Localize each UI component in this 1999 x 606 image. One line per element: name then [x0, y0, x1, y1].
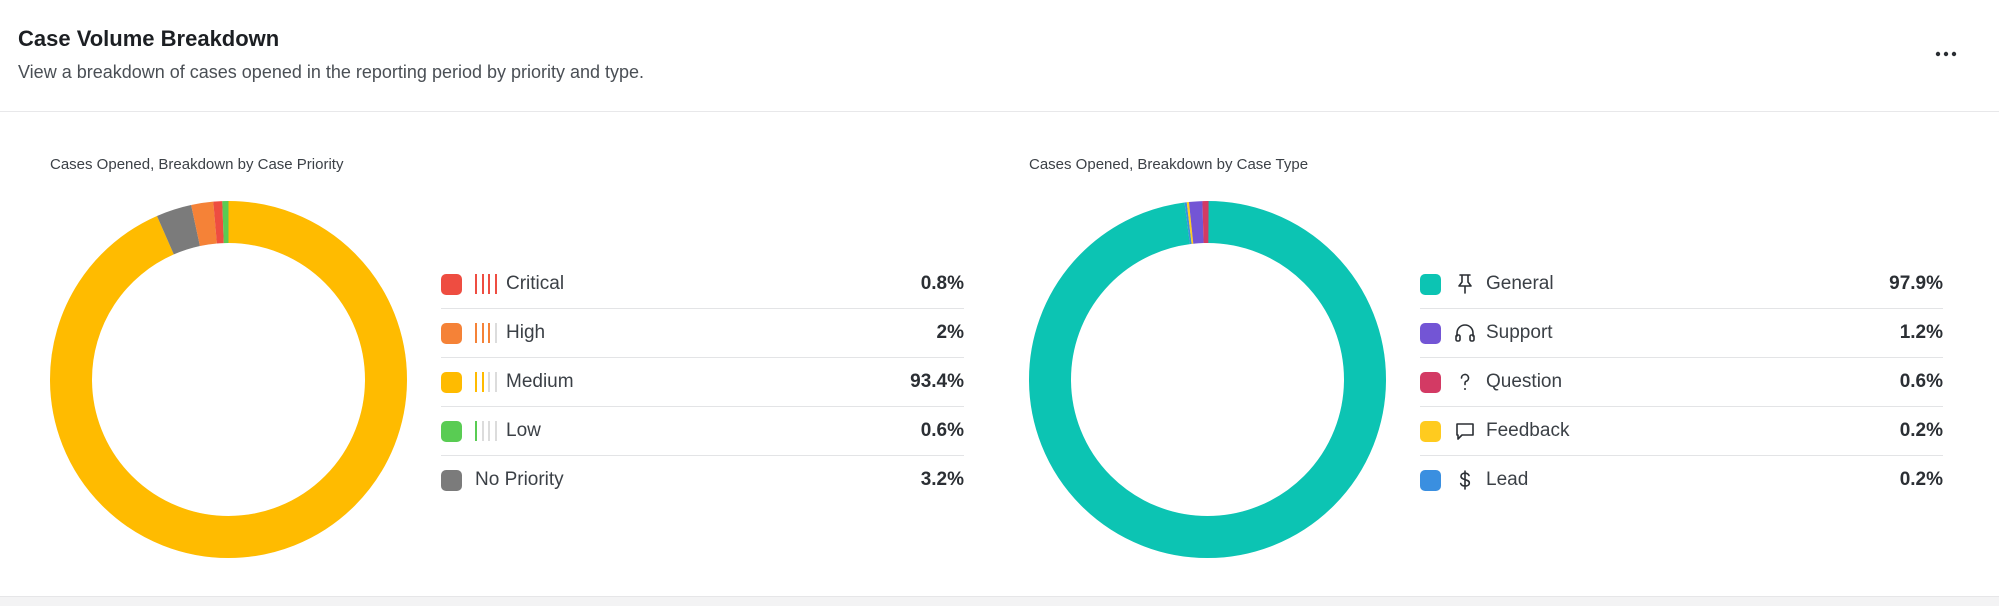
more-options-button[interactable] — [1928, 36, 1964, 72]
chart-title: Cases Opened, Breakdown by Case Priority — [50, 156, 344, 173]
legend-label: Question — [1486, 371, 1563, 392]
legend-item-low[interactable]: Low 0.6% — [441, 407, 964, 456]
priority-chart-panel: Cases Opened, Breakdown by Case Priority… — [0, 111, 999, 596]
legend-item-no-priority[interactable]: No Priority 3.2% — [441, 456, 964, 504]
legend-item-critical[interactable]: Critical 0.8% — [441, 260, 964, 309]
legend-swatch — [441, 371, 462, 393]
legend-value: 93.4% — [910, 371, 964, 392]
legend-item-question[interactable]: Question 0.6% — [1420, 358, 1943, 407]
donut-slice-general[interactable] — [1029, 201, 1386, 558]
legend-item-high[interactable]: High 2% — [441, 309, 964, 358]
priority-bars-icon — [475, 421, 497, 441]
card-title: Case Volume Breakdown — [18, 26, 280, 51]
legend-item-general[interactable]: General 97.9% — [1420, 260, 1943, 309]
legend-value: 0.2% — [1899, 469, 1943, 490]
legend-label: General — [1486, 273, 1554, 294]
legend-value: 0.2% — [1899, 420, 1943, 441]
card-subtitle: View a breakdown of cases opened in the … — [18, 62, 645, 82]
legend-label: Feedback — [1486, 420, 1570, 441]
headset-icon — [1453, 321, 1477, 345]
priority-bars-icon — [475, 323, 497, 343]
legend-value: 97.9% — [1889, 273, 1943, 294]
legend-swatch — [1420, 469, 1441, 491]
legend-value: 0.8% — [920, 273, 964, 294]
priority-bars-icon — [475, 372, 497, 392]
type-chart-panel: Cases Opened, Breakdown by Case Type Gen… — [999, 111, 1999, 596]
type-donut-chart — [1029, 201, 1386, 558]
legend-swatch — [441, 322, 462, 344]
legend-label: Support — [1486, 322, 1553, 343]
legend-value: 0.6% — [920, 420, 964, 441]
legend-swatch — [441, 469, 462, 491]
legend-label: Critical — [506, 273, 565, 294]
card-header: Case Volume Breakdown View a breakdown o… — [0, 0, 1999, 112]
speech-bubble-icon — [1453, 419, 1477, 443]
donut-slice-question[interactable] — [1029, 201, 1386, 558]
legend-label: No Priority — [475, 469, 564, 490]
legend-swatch — [441, 420, 462, 442]
chart-title: Cases Opened, Breakdown by Case Type — [1029, 156, 1309, 173]
dollar-icon — [1453, 468, 1477, 492]
legend-swatch — [1420, 420, 1441, 442]
legend-label: Low — [506, 420, 541, 441]
legend-swatch — [1420, 322, 1441, 344]
donut-slice-low[interactable] — [50, 201, 407, 558]
pin-icon — [1453, 272, 1477, 296]
priority-bars-icon — [475, 274, 497, 294]
legend-label: Lead — [1486, 469, 1529, 490]
legend-swatch — [1420, 273, 1441, 295]
legend-item-feedback[interactable]: Feedback 0.2% — [1420, 407, 1943, 456]
legend-label: Medium — [506, 371, 574, 392]
legend-swatch — [441, 273, 462, 295]
legend-value: 1.2% — [1899, 322, 1943, 343]
question-mark-icon — [1453, 370, 1477, 394]
legend-item-support[interactable]: Support 1.2% — [1420, 309, 1943, 358]
legend-value: 0.6% — [1899, 371, 1943, 392]
type-legend: General 97.9% Support 1.2% Question 0.6% Feedb… — [1420, 260, 1943, 504]
priority-donut-chart — [50, 201, 407, 558]
donut-slice-medium[interactable] — [50, 201, 407, 558]
legend-item-lead[interactable]: Lead 0.2% — [1420, 456, 1943, 504]
more-horizontal-icon — [1935, 51, 1957, 57]
legend-label: High — [506, 322, 546, 343]
legend-swatch — [1420, 371, 1441, 393]
legend-item-medium[interactable]: Medium 93.4% — [441, 358, 964, 407]
legend-value: 2% — [936, 322, 964, 343]
legend-value: 3.2% — [920, 469, 964, 490]
priority-legend: Critical 0.8% High 2% Medium 93.4% Low 0.6% No P… — [441, 260, 964, 504]
